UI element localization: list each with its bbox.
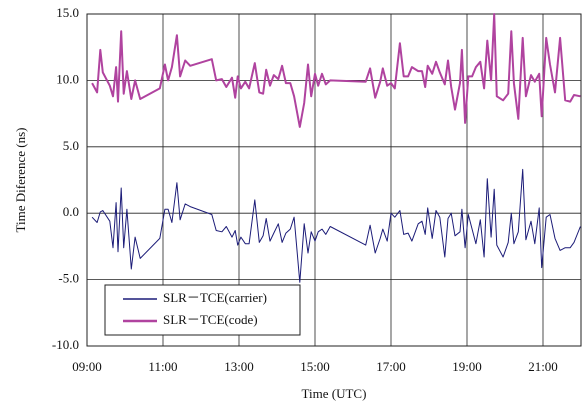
legend-box	[104, 284, 301, 336]
y-tick-label: 15.0	[56, 5, 79, 20]
data-line	[91, 168, 581, 283]
x-tick-label: 19:00	[452, 359, 482, 374]
x-axis-label: Time (UTC)	[302, 386, 367, 401]
legend-label: SLR－TCE(code)	[163, 312, 258, 327]
x-tick-label: 13:00	[224, 359, 254, 374]
x-tick-label: 11:00	[148, 359, 177, 374]
y-tick-label: 10.0	[56, 71, 79, 86]
y-axis-label: Time Diference (ns)	[13, 128, 28, 233]
x-tick-label: 17:00	[376, 359, 406, 374]
y-tick-label: 0.0	[63, 204, 79, 219]
y-tick-label: -10.0	[52, 337, 79, 352]
data-line	[91, 13, 581, 128]
x-tick-label: 09:00	[72, 359, 102, 374]
x-tick-label: 15:00	[300, 359, 330, 374]
x-tick-label: 21:00	[528, 359, 558, 374]
y-tick-label: 5.0	[63, 138, 79, 153]
plot-frame	[86, 13, 582, 347]
legend-label: SLR－TCE(carrier)	[163, 290, 267, 305]
y-tick-label: -5.0	[58, 271, 79, 286]
